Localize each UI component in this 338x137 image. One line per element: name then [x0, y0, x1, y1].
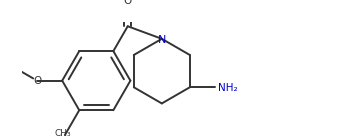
Text: O: O: [33, 76, 41, 86]
Text: N: N: [158, 35, 166, 45]
Text: CH₃: CH₃: [55, 129, 71, 137]
Text: O: O: [124, 0, 132, 6]
Text: NH₂: NH₂: [218, 83, 237, 93]
